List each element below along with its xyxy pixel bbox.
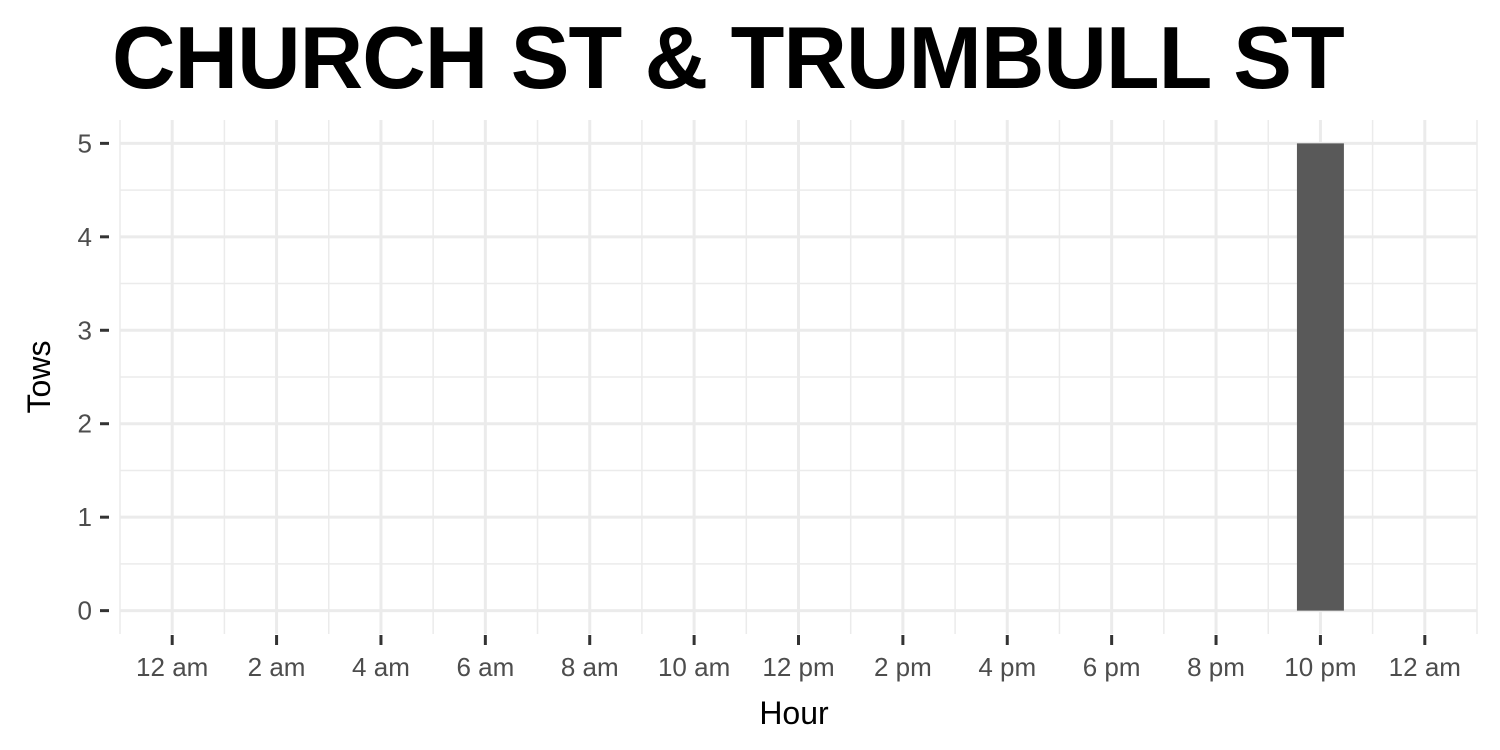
x-axis-title: Hour — [759, 695, 829, 731]
y-axis-title: Tows — [21, 341, 57, 414]
y-tick-label: 4 — [78, 222, 92, 252]
x-tick-label: 10 am — [658, 652, 730, 682]
x-tick-label: 2 pm — [874, 652, 932, 682]
x-tick-label: 12 pm — [762, 652, 834, 682]
grid-layer — [119, 120, 1478, 634]
x-tick-label: 6 pm — [1083, 652, 1141, 682]
y-tick-label: 2 — [78, 409, 92, 439]
x-tick-label: 12 am — [136, 652, 208, 682]
x-tick-label: 12 am — [1389, 652, 1461, 682]
y-tick-label: 1 — [78, 502, 92, 532]
x-tick-label: 4 am — [352, 652, 410, 682]
x-tick-label: 8 am — [561, 652, 619, 682]
x-tick-label: 6 am — [456, 652, 514, 682]
bar — [1296, 143, 1344, 611]
chart-title: CHURCH ST & TRUMBULL ST — [112, 8, 1345, 107]
x-tick-label: 2 am — [248, 652, 306, 682]
bar-layer — [1296, 143, 1344, 611]
y-tick-label: 5 — [78, 128, 92, 158]
x-tick-label: 8 pm — [1187, 652, 1245, 682]
x-tick-label: 10 pm — [1284, 652, 1356, 682]
x-tick-label: 4 pm — [978, 652, 1036, 682]
axis-layer: 0 1 2 3 4 5 12 am 2 am 4 am 6 am 8 am 10 am 12 pm 2 p… — [78, 128, 1461, 682]
y-tick-label: 3 — [78, 315, 92, 345]
y-tick-label: 0 — [78, 596, 92, 626]
